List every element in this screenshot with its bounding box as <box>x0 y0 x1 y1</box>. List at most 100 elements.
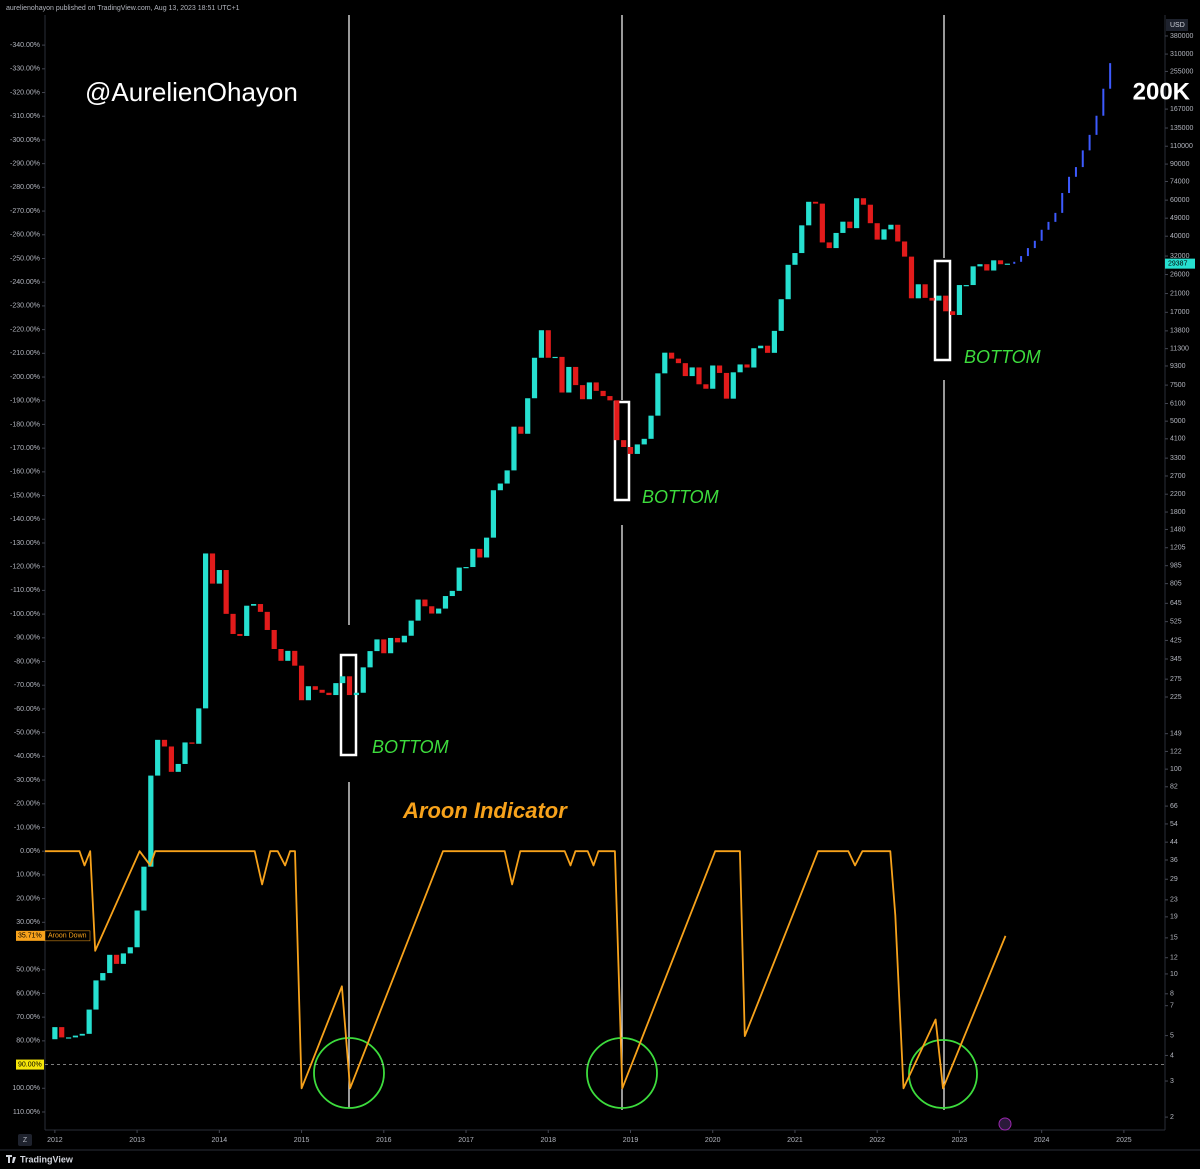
y-tick-label: -180.00% <box>10 421 40 428</box>
candle <box>59 1027 65 1038</box>
candle <box>415 599 421 621</box>
projection-bar <box>1068 176 1071 194</box>
event-icon[interactable] <box>998 1117 1012 1131</box>
y-tick-label: -70.00% <box>14 682 40 689</box>
y-tick-label: 80.00% <box>16 1038 40 1045</box>
y2-tick-label: 1800 <box>1170 509 1186 516</box>
candle <box>86 1009 92 1034</box>
candle <box>881 229 887 240</box>
y2-tick-label: 19 <box>1170 914 1178 921</box>
candle <box>470 548 476 568</box>
candle <box>682 363 688 377</box>
candle <box>826 242 832 249</box>
candle <box>292 650 298 666</box>
x-tick-label: 2020 <box>705 1137 721 1144</box>
y-tick-label: -60.00% <box>14 706 40 713</box>
projection-bar <box>1033 240 1036 249</box>
circles <box>313 1037 978 1109</box>
reset-box[interactable] <box>18 1134 32 1146</box>
price-label: 29387 <box>1168 260 1188 267</box>
candle <box>991 260 997 271</box>
candle <box>155 739 161 776</box>
candle <box>963 285 969 287</box>
candle <box>696 367 702 385</box>
y2-tick-label: 40000 <box>1170 233 1190 240</box>
candle <box>216 570 222 584</box>
candle <box>874 223 880 240</box>
last-value-label: 35.71% <box>18 933 42 940</box>
candle <box>504 470 510 484</box>
candle <box>120 953 126 964</box>
candle <box>737 364 743 373</box>
candle <box>751 348 757 368</box>
candle <box>840 221 846 233</box>
y-tick-label: -160.00% <box>10 469 40 476</box>
candle <box>100 973 106 981</box>
y2-tick-label: 1205 <box>1170 545 1186 552</box>
candle <box>792 253 798 265</box>
projection-bar <box>1081 150 1084 168</box>
candle <box>901 241 908 257</box>
candle <box>949 311 956 315</box>
projection-bar <box>1088 134 1091 151</box>
candle <box>730 372 736 399</box>
x-tick-label: 2025 <box>1116 1137 1132 1144</box>
y2-tick-label: 32000 <box>1170 253 1190 260</box>
y2-tick-label: 13800 <box>1170 328 1190 335</box>
projection-bar <box>1074 167 1077 177</box>
candle <box>545 330 551 358</box>
candle <box>497 483 503 491</box>
y2-tick-label: 805 <box>1170 580 1182 587</box>
candle <box>189 742 195 744</box>
y-tick-label: 50.00% <box>16 967 40 974</box>
y-tick-label: -130.00% <box>10 540 40 547</box>
candle <box>223 570 229 614</box>
y2-tick-label: 26000 <box>1170 271 1190 278</box>
candle <box>72 1035 79 1038</box>
candle <box>648 415 654 439</box>
annotation: BOTTOM <box>964 347 1041 367</box>
y2-tick-label: 425 <box>1170 637 1182 644</box>
candle <box>168 746 174 772</box>
y-tick-label: -150.00% <box>10 492 40 499</box>
candle <box>141 866 147 911</box>
y-tick-label: 10.00% <box>16 872 40 879</box>
candle <box>531 357 538 399</box>
y2-tick-label: 4100 <box>1170 436 1186 443</box>
bottom-circle <box>586 1037 658 1109</box>
y2-tick-label: 7500 <box>1170 382 1186 389</box>
x-tick-label: 2021 <box>787 1137 803 1144</box>
candle <box>202 553 209 709</box>
candle <box>908 256 915 299</box>
candle <box>148 775 154 867</box>
candle <box>573 366 579 386</box>
candle <box>107 954 113 974</box>
candle <box>943 295 949 312</box>
y2-tick-label: 60000 <box>1170 197 1190 204</box>
y-tick-label: -190.00% <box>10 398 40 405</box>
x-tick-label: 2018 <box>540 1137 556 1144</box>
y2-tick-label: 3 <box>1170 1078 1174 1085</box>
candle <box>579 385 586 400</box>
y-tick-label: -40.00% <box>14 753 40 760</box>
candle <box>997 260 1004 265</box>
candle <box>771 330 777 353</box>
y2-tick-label: 225 <box>1170 694 1182 701</box>
y2-tick-label: 82 <box>1170 784 1178 791</box>
candle <box>127 947 133 954</box>
projection-bar <box>1095 115 1098 135</box>
watermark: @AurelienOhayon <box>85 77 298 107</box>
y2-tick-label: 44 <box>1170 839 1178 846</box>
candle <box>388 637 394 654</box>
x-tick-label: 2022 <box>869 1137 885 1144</box>
y2-tick-label: 122 <box>1170 748 1182 755</box>
y2-tick-label: 110000 <box>1170 143 1193 150</box>
x-tick-label: 2019 <box>623 1137 639 1144</box>
candle <box>559 356 565 393</box>
reset-button[interactable]: Z <box>23 1137 28 1144</box>
y-tick-label: -10.00% <box>14 824 40 831</box>
candle <box>518 426 524 434</box>
projection-bar <box>1020 256 1023 262</box>
currency-box <box>1166 19 1188 31</box>
